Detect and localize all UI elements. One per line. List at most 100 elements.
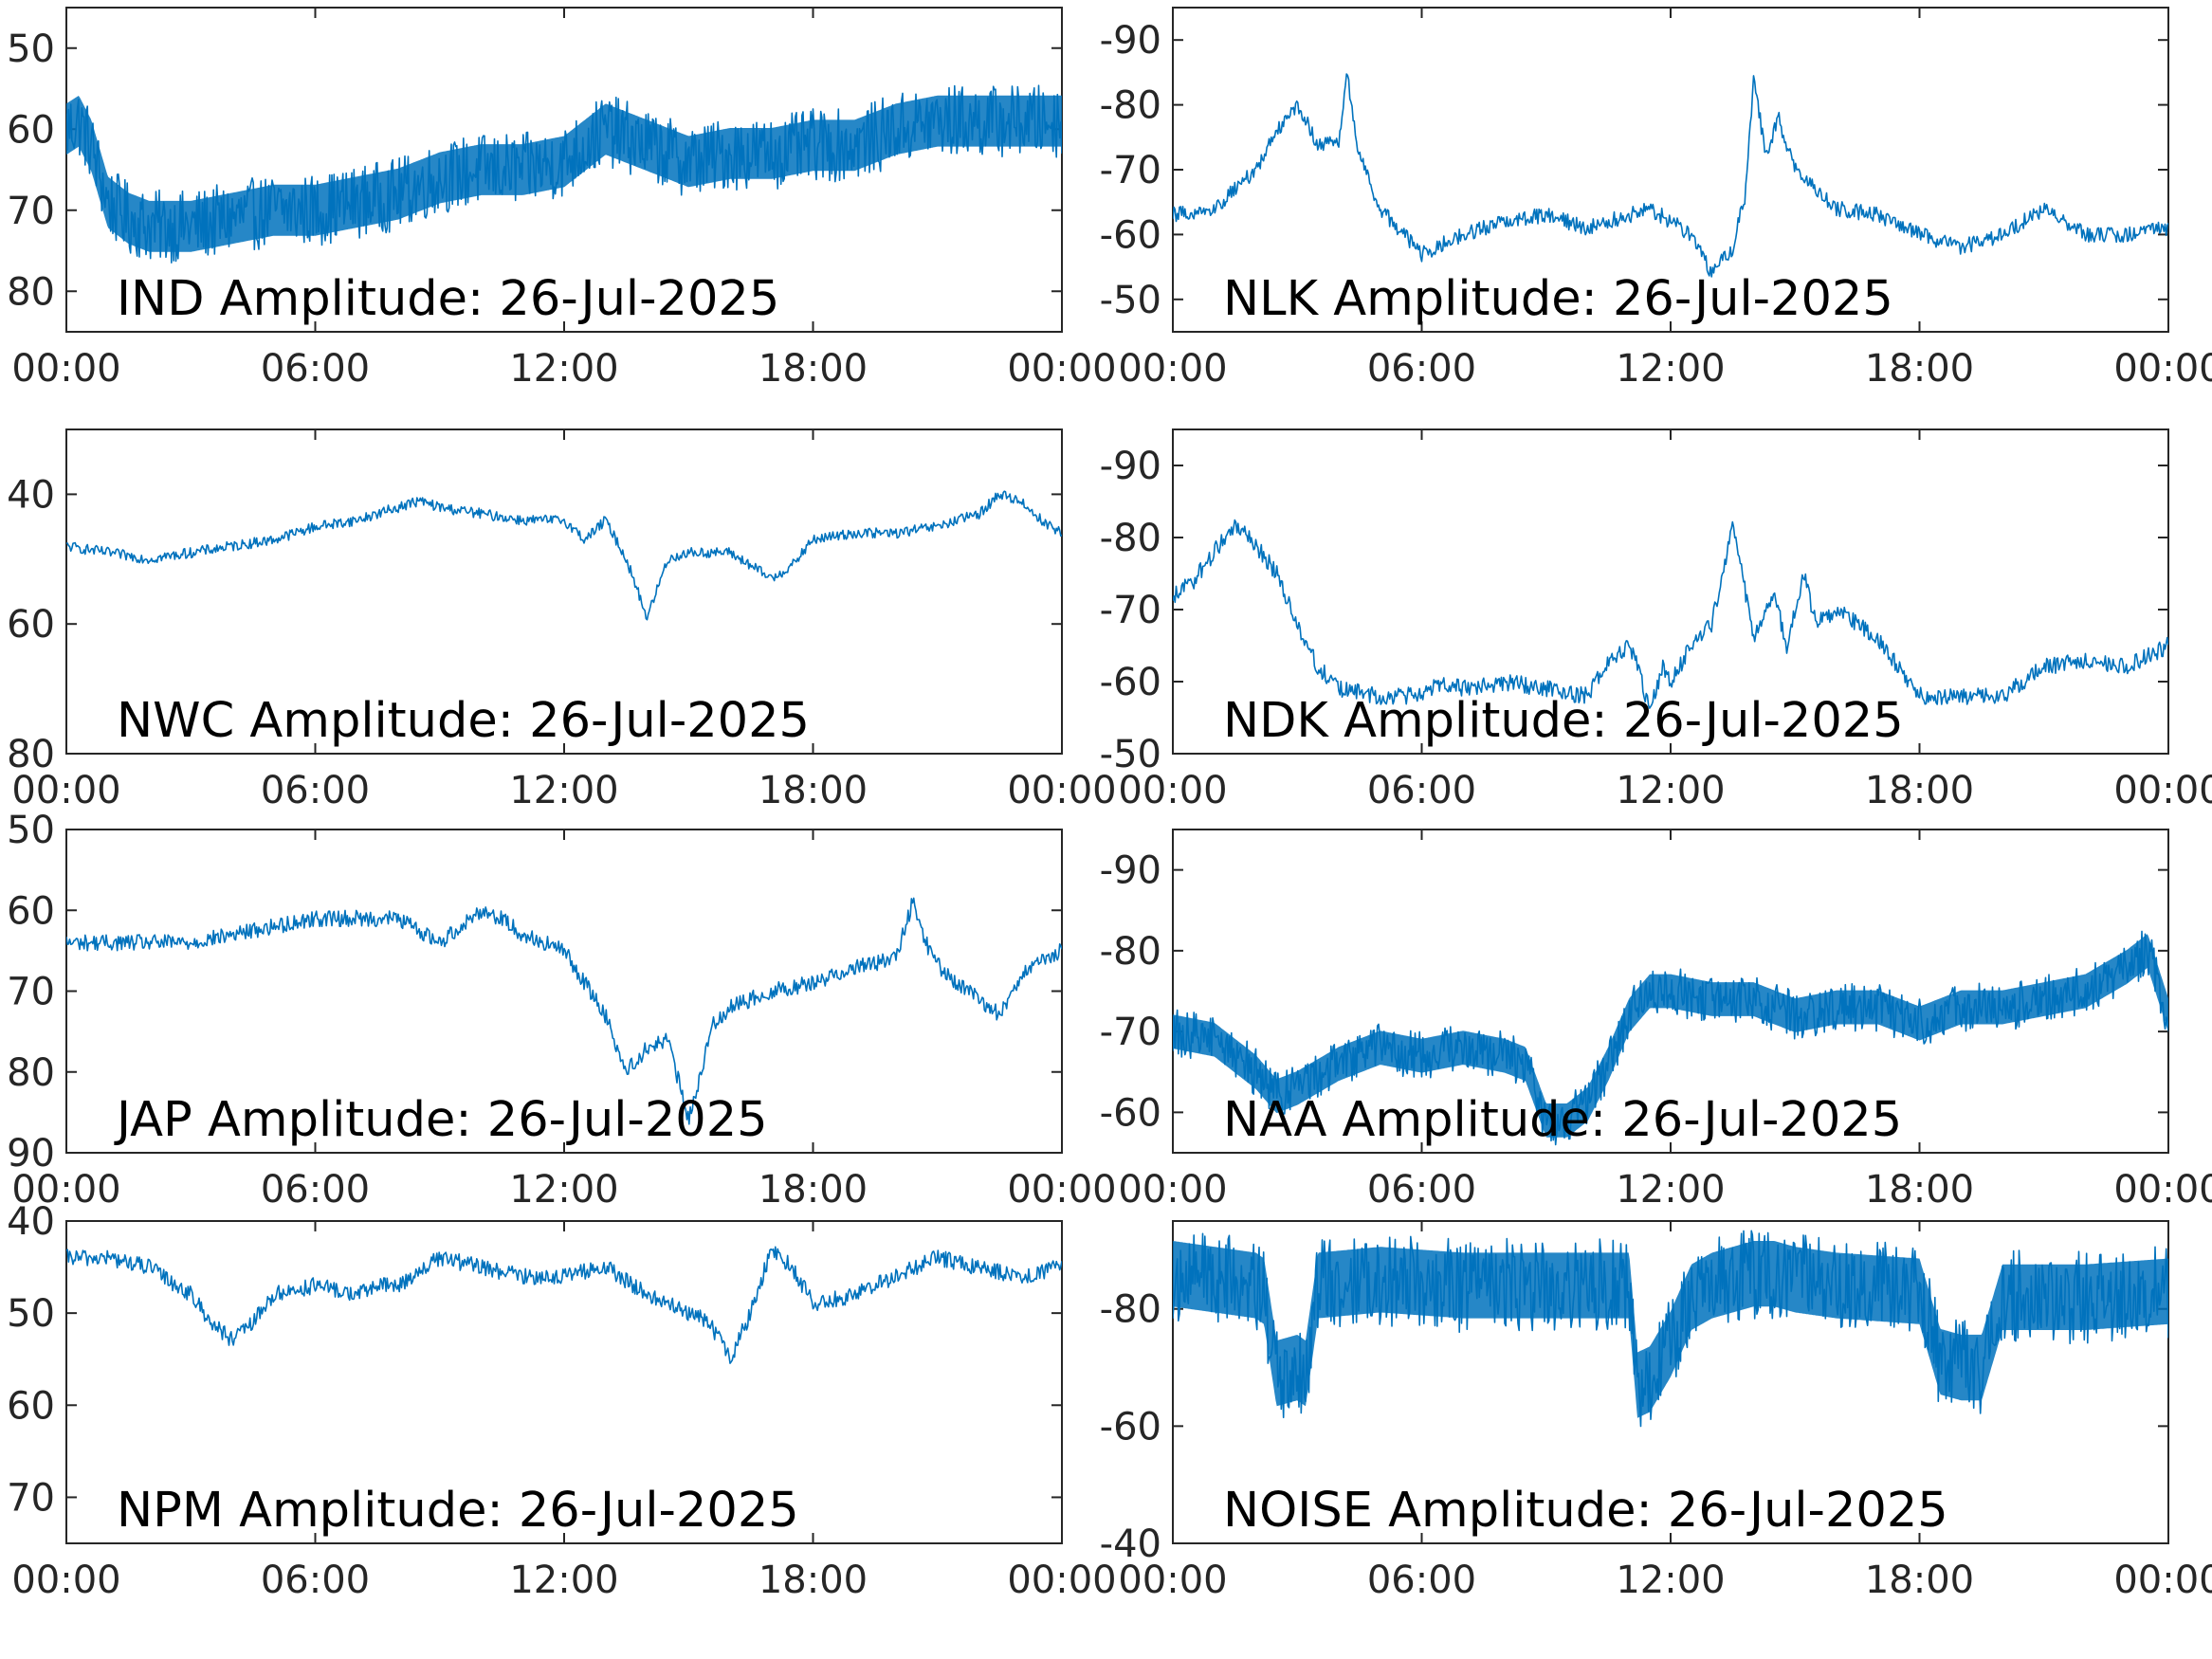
panel-5: 00:00 06:00 12:00 18:00 00:00 -60 -70 -80 -90 NAA… [1100, 829, 2212, 1212]
x-tick-label: 12:00 [509, 347, 618, 391]
x-tick-label: 00:00 [2113, 1168, 2212, 1212]
panel-1: 00:00 06:00 12:00 18:00 00:00 -50 -60 -70 -80 -90… [1100, 7, 2212, 391]
y-tick-label: -80 [1100, 930, 1161, 974]
series-line [1173, 73, 2168, 278]
x-tick-label: 18:00 [759, 1559, 868, 1602]
x-tick-label: 00:00 [2113, 769, 2212, 812]
y-tick-label: -40 [1100, 1522, 1161, 1566]
series-line [1173, 1230, 2168, 1428]
x-tick-label: 06:00 [1367, 769, 1476, 812]
x-tick-label: 00:00 [1118, 1168, 1227, 1212]
panel-0: 00:00 06:00 12:00 18:00 00:00 50 60 70 80 IND Amp… [7, 7, 1117, 391]
y-tick-label: -90 [1100, 849, 1161, 893]
y-tick-label: 70 [7, 1476, 55, 1520]
y-tick-label: 60 [7, 108, 55, 152]
y-tick-label: 50 [7, 809, 55, 852]
x-tick-label: 18:00 [1865, 347, 1974, 391]
panel-6: 00:00 06:00 12:00 18:00 00:00 40 50 60 70 NPM Amp… [7, 1200, 1117, 1602]
x-tick-label: 06:00 [261, 769, 370, 812]
plot-area [1172, 428, 2169, 755]
plot-area [65, 428, 1063, 755]
y-tick-label: 80 [7, 270, 55, 314]
y-tick-label: 50 [7, 27, 55, 71]
plot-area [65, 829, 1063, 1154]
x-tick-label: 00:00 [1007, 1168, 1116, 1212]
y-tick-label: -80 [1100, 84, 1161, 128]
y-tick-label: -50 [1100, 733, 1161, 776]
panel-title: NAA Amplitude: 26-Jul-2025 [1223, 1092, 1902, 1148]
panel-title: NDK Amplitude: 26-Jul-2025 [1223, 693, 1904, 749]
x-tick-label: 06:00 [261, 1168, 370, 1212]
x-tick-label: 00:00 [11, 347, 120, 391]
series-line [66, 84, 1062, 264]
panel-3: 00:00 06:00 12:00 18:00 00:00-50-60-70-80-90… [1100, 428, 2212, 812]
x-tick-label: 00:00 [1007, 347, 1116, 391]
x-tick-label: 18:00 [759, 1168, 868, 1212]
x-tick-label: 12:00 [509, 1168, 618, 1212]
x-tick-label: 12:00 [1616, 1168, 1725, 1212]
y-tick-label: 40 [7, 473, 55, 517]
series-line [1173, 519, 2168, 709]
y-tick-label: -60 [1100, 661, 1161, 704]
x-tick-label: 18:00 [1865, 1559, 1974, 1602]
y-tick-label: -70 [1100, 149, 1161, 192]
y-tick-label: -50 [1100, 279, 1161, 322]
panel-7: 00:00 06:00 12:00 18:00 00:00-40-60-80NOISE … [1100, 1220, 2212, 1602]
x-tick-label: 12:00 [1616, 347, 1725, 391]
y-tick-label: 60 [7, 603, 55, 647]
plot-area [1172, 7, 2169, 333]
y-tick-label: 80 [7, 733, 55, 776]
x-tick-label: 00:00 [1118, 1559, 1227, 1602]
x-tick-label: 06:00 [261, 347, 370, 391]
x-tick-label: 00:00 [2113, 1559, 2212, 1602]
x-tick-label: 00:00 [1007, 769, 1116, 812]
x-tick-label: 12:00 [1616, 769, 1725, 812]
series-line [66, 897, 1062, 1125]
y-tick-label: 80 [7, 1051, 55, 1095]
panel-title: IND Amplitude: 26-Jul-2025 [117, 271, 779, 327]
y-tick-label: -60 [1100, 1405, 1161, 1449]
x-tick-label: 12:00 [509, 1559, 618, 1602]
panel-title: NWC Amplitude: 26-Jul-2025 [117, 693, 810, 749]
x-tick-label: 06:00 [1367, 1559, 1476, 1602]
series-line [1173, 930, 2168, 1146]
x-tick-label: 00:00 [11, 769, 120, 812]
y-tick-label: -60 [1100, 213, 1161, 257]
y-tick-label: 70 [7, 190, 55, 233]
x-tick-label: 06:00 [1367, 347, 1476, 391]
y-tick-label: 70 [7, 971, 55, 1014]
panel-4: 00:00 06:00 12:00 18:00 00:00 50 60 70 80 90 JAP A… [7, 809, 1117, 1212]
y-tick-label: 50 [7, 1292, 55, 1336]
x-tick-label: 18:00 [759, 769, 868, 812]
x-tick-label: 06:00 [261, 1559, 370, 1602]
x-tick-label: 12:00 [509, 769, 618, 812]
x-tick-label: 18:00 [1865, 769, 1974, 812]
panel-2: 00:00 06:00 12:00 18:00 00:00 40 60 80 NWC Ampli… [7, 428, 1117, 812]
y-tick-label: -60 [1100, 1091, 1161, 1135]
x-tick-label: 00:00 [1118, 347, 1227, 391]
panel-title: NPM Amplitude: 26-Jul-2025 [117, 1483, 799, 1539]
y-tick-label: -80 [1100, 517, 1161, 560]
x-tick-label: 00:00 [2113, 347, 2212, 391]
x-tick-label: 12:00 [1616, 1559, 1725, 1602]
x-tick-label: 18:00 [759, 347, 868, 391]
panel-title: JAP Amplitude: 26-Jul-2025 [114, 1092, 768, 1148]
x-tick-label: 00:00 [11, 1559, 120, 1602]
y-tick-label: -70 [1100, 589, 1161, 632]
y-tick-label: 90 [7, 1132, 55, 1176]
series-band [1173, 934, 2168, 1138]
x-tick-label: 18:00 [1865, 1168, 1974, 1212]
y-tick-label: 60 [7, 889, 55, 933]
y-tick-label: 60 [7, 1384, 55, 1428]
y-tick-label: -80 [1100, 1288, 1161, 1332]
panel-title: NLK Amplitude: 26-Jul-2025 [1223, 271, 1893, 327]
x-tick-label: 00:00 [11, 1168, 120, 1212]
y-tick-label: -70 [1100, 1011, 1161, 1054]
series-line [66, 490, 1062, 621]
x-tick-label: 00:00 [1007, 1559, 1116, 1602]
series-line [66, 1246, 1062, 1364]
y-tick-label: 40 [7, 1200, 55, 1244]
panel-title: NOISE Amplitude: 26-Jul-2025 [1223, 1483, 1948, 1539]
x-tick-label: 06:00 [1367, 1168, 1476, 1212]
